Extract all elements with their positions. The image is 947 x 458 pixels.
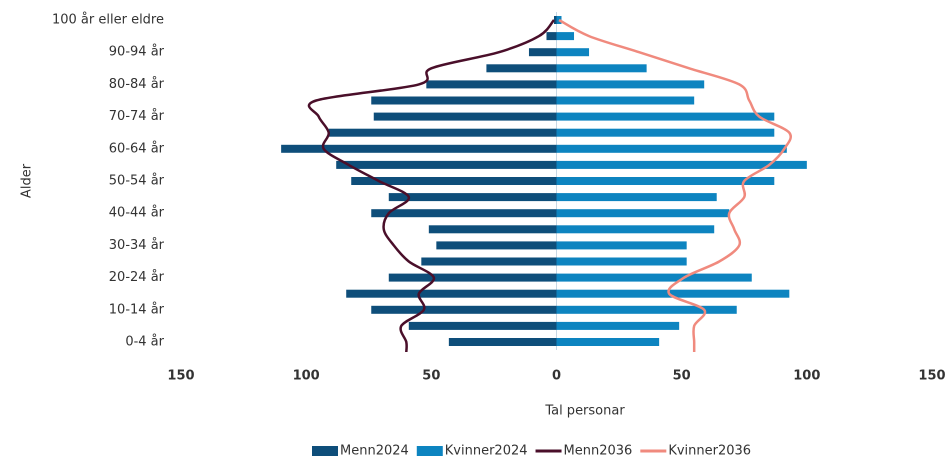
line: [307, 19, 555, 353]
bar: [556, 321, 680, 330]
bar: [421, 257, 557, 266]
bar: [351, 177, 557, 185]
bar: [556, 305, 737, 314]
y-axis-title: Alder: [20, 163, 35, 198]
legend-swatch: [416, 446, 443, 456]
bar: [556, 273, 752, 282]
bar: [556, 96, 695, 105]
bar: [556, 160, 807, 169]
y-tick-label: 0-4 år: [125, 335, 164, 350]
bar: [388, 193, 557, 202]
bar: [408, 321, 557, 330]
x-tick-label: 100: [793, 369, 820, 384]
bar: [556, 257, 687, 266]
bar: [556, 193, 717, 202]
bar: [556, 177, 775, 185]
x-tick-label: 50: [673, 369, 691, 384]
x-tick-label: 100: [293, 369, 320, 384]
line: [558, 18, 792, 352]
bar: [328, 128, 557, 137]
y-tick-label: 60-64 år: [109, 141, 165, 156]
bar: [556, 338, 660, 346]
bar: [556, 128, 775, 137]
bar: [556, 80, 705, 89]
bar: [556, 112, 775, 121]
bar: [556, 225, 715, 234]
y-tick-label: 50-54 år: [109, 174, 165, 189]
bar: [388, 273, 557, 282]
legend-swatch: [312, 446, 338, 456]
y-tick-label: 80-84 år: [109, 77, 165, 92]
y-tick-label: 100 år eller eldre: [52, 13, 164, 28]
bar: [426, 80, 557, 89]
bar: [553, 16, 557, 24]
legend-label: Menn2024: [340, 444, 409, 458]
bar: [336, 160, 557, 169]
legend-label: Menn2036: [564, 444, 633, 458]
y-tick-label: 40-44 år: [109, 206, 165, 221]
x-tick-label: 150: [167, 369, 194, 384]
bar: [371, 209, 557, 218]
y-tick-label: 10-14 år: [109, 302, 165, 317]
bar: [371, 96, 557, 105]
legend-label: Kvinner2036: [668, 444, 751, 458]
bar: [556, 289, 790, 298]
bar: [428, 225, 557, 234]
y-tick-label: 90-94 år: [109, 45, 165, 60]
bar: [556, 16, 562, 24]
bar: [346, 289, 557, 298]
y-tick-label: 70-74 år: [109, 109, 165, 124]
bar: [436, 241, 557, 250]
bar: [556, 209, 730, 218]
bar: [556, 64, 647, 73]
x-tick-label: 150: [918, 369, 945, 384]
bar: [371, 305, 557, 314]
bar: [373, 112, 557, 121]
x-tick-label: 0: [552, 369, 561, 384]
y-tick-label: 30-34 år: [109, 238, 165, 253]
bar: [486, 64, 557, 73]
bar: [556, 32, 575, 41]
legend-label: Kvinner2024: [445, 444, 528, 458]
x-tick-label: 50: [422, 369, 440, 384]
bar: [528, 48, 557, 57]
bar: [556, 241, 687, 250]
bar: [556, 48, 590, 57]
bar: [448, 338, 557, 346]
x-axis-title: Tal personar: [544, 404, 625, 419]
bar: [281, 144, 557, 153]
y-tick-label: 20-24 år: [109, 270, 165, 285]
bar: [546, 32, 557, 41]
bar: [556, 144, 787, 153]
